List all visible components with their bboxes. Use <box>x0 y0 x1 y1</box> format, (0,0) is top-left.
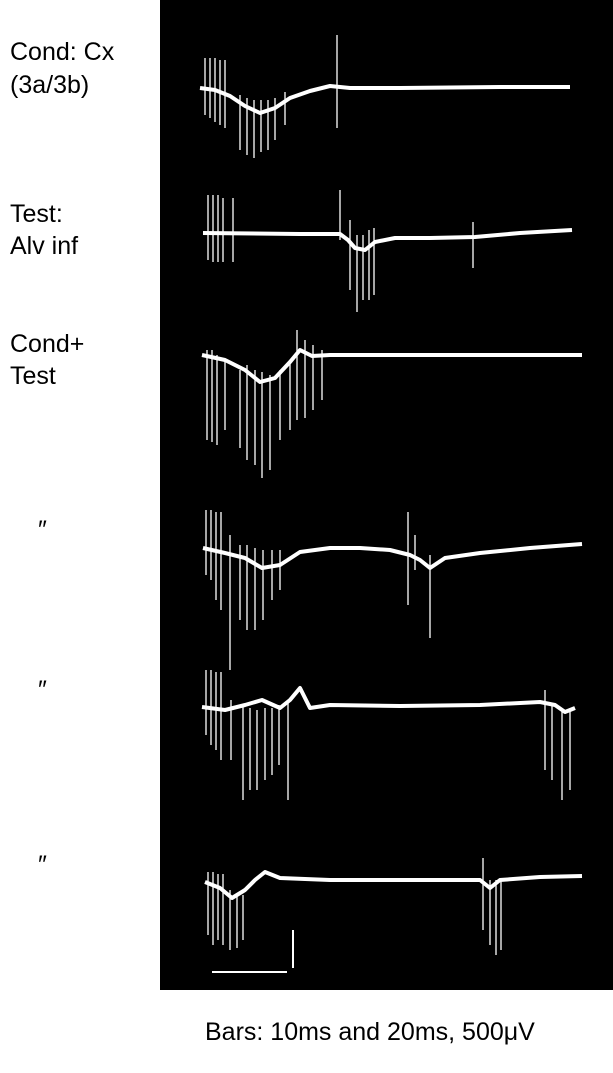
row-label: Cond: Cx <box>10 38 115 66</box>
trace-panel <box>160 0 613 990</box>
row-label: (3a/3b) <box>10 71 89 99</box>
row-label: Cond+ <box>10 330 84 358</box>
ditto-mark: ″ <box>38 516 47 544</box>
row-label: Test <box>10 362 56 390</box>
row-label: Test: <box>10 200 63 228</box>
caption: Bars: 10ms and 20ms, 500μV <box>205 1018 535 1046</box>
row-label: Alv inf <box>10 232 78 260</box>
figure: Cond: Cx (3a/3b) Test: Alv inf Cond+ Tes… <box>0 0 613 1073</box>
ditto-mark: ″ <box>38 676 47 704</box>
figure-page: Cond: Cx (3a/3b) Test: Alv inf Cond+ Tes… <box>0 0 613 1073</box>
ditto-mark: ″ <box>38 851 47 879</box>
